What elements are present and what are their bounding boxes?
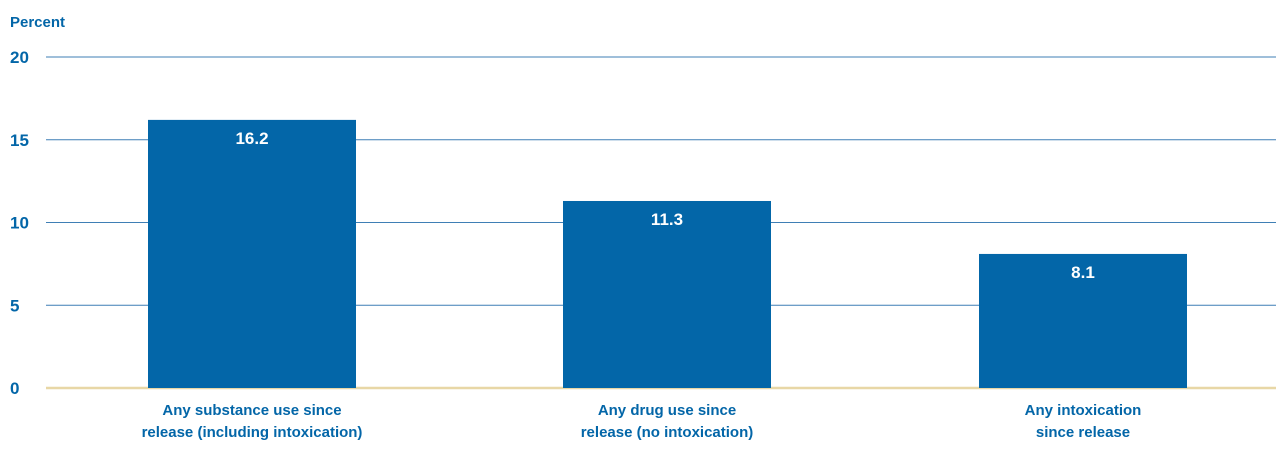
bar-value-label: 8.1 xyxy=(1071,263,1095,282)
y-tick-label: 5 xyxy=(10,296,19,315)
category-label: since release xyxy=(1036,424,1130,441)
value-labels: 16.2 11.3 8.1 xyxy=(235,129,1094,282)
y-tick-labels: 0 5 10 15 20 xyxy=(10,48,29,398)
bar-value-label: 11.3 xyxy=(651,210,683,229)
category-label: release (including intoxication) xyxy=(142,424,363,441)
category-label: release (no intoxication) xyxy=(581,424,754,441)
bar xyxy=(148,119,356,388)
bar xyxy=(979,253,1187,388)
category-labels: Any substance use since release (includin… xyxy=(142,402,1142,441)
y-tick-label: 20 xyxy=(10,48,29,67)
y-tick-label: 0 xyxy=(10,379,19,398)
category-label: Any intoxication xyxy=(1025,402,1142,419)
category-label: Any drug use since xyxy=(598,402,736,419)
y-tick-label: 15 xyxy=(10,131,29,150)
bars xyxy=(148,119,1187,388)
y-axis-title: Percent xyxy=(10,14,65,31)
bar xyxy=(563,200,771,388)
y-tick-label: 10 xyxy=(10,214,29,233)
category-label: Any substance use since xyxy=(162,402,341,419)
bar-value-label: 16.2 xyxy=(235,129,268,148)
